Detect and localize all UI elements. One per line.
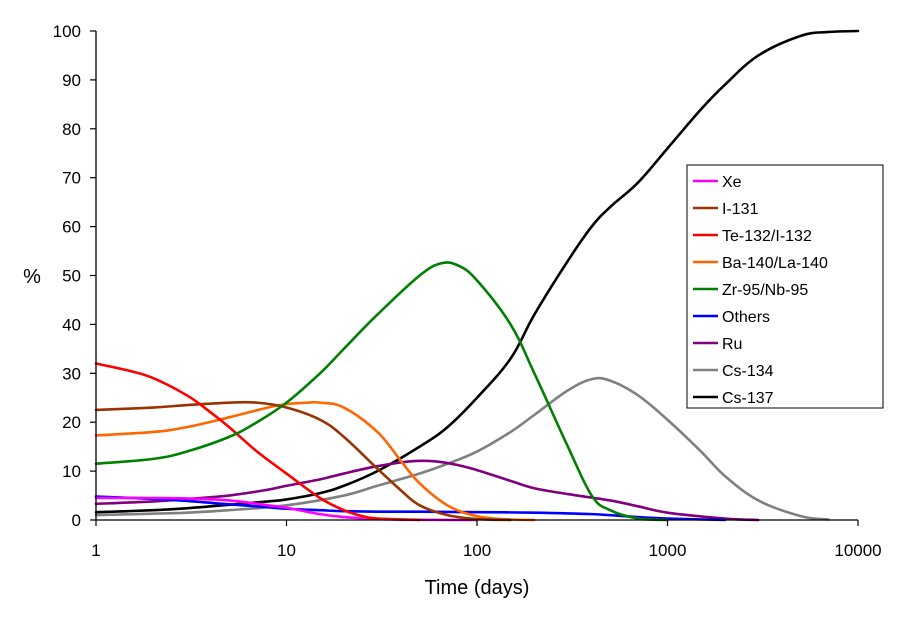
- y-tick-label: 70: [62, 169, 81, 188]
- legend-item-i-131: I-131: [693, 201, 759, 218]
- legend-item-te-132-i-132: Te-132/I-132: [693, 228, 812, 245]
- series-line-zr-95-nb-95: [94, 261, 669, 522]
- legend-item-ba-140-la-140: Ba-140/La-140: [693, 255, 828, 272]
- y-tick-label: 50: [62, 267, 81, 286]
- legend-label: I-131: [722, 201, 759, 218]
- y-tick-label: 10: [62, 462, 81, 481]
- y-tick-label: 0: [72, 511, 81, 530]
- plot-lines: [94, 29, 860, 522]
- y-axis-title: %: [23, 266, 41, 288]
- series-line-ba-140-la-140: [94, 400, 536, 522]
- series-line-cs-137: [94, 29, 860, 514]
- legend: Xe I-131 Te-132/I-132 Ba-140/La-140 Zr-95/Nb…: [686, 164, 884, 409]
- y-tick-label: 20: [62, 413, 81, 432]
- y-tick-label: 100: [53, 22, 81, 41]
- x-tick-label: 1000: [649, 541, 687, 560]
- x-axis-title: Time (days): [425, 577, 530, 599]
- y-tick-label: 90: [62, 71, 81, 90]
- x-tick-label: 100: [463, 541, 491, 560]
- legend-label: Te-132/I-132: [722, 228, 812, 245]
- legend-label: Xe: [722, 174, 742, 191]
- legend-label: Zr-95/Nb-95: [722, 282, 808, 299]
- legend-label: Cs-134: [722, 363, 774, 380]
- series-line-i-131: [94, 400, 512, 522]
- legend-item-cs-134: Cs-134: [693, 363, 774, 380]
- y-ticks: 0 10 20 30 40 50 60 70 80 90 100: [53, 22, 96, 530]
- series-line-cs-134: [94, 376, 830, 521]
- legend-box: [686, 164, 884, 409]
- legend-item-xe: Xe: [693, 174, 742, 191]
- y-tick-label: 80: [62, 120, 81, 139]
- series-line-te-132-i-132: [94, 362, 421, 522]
- y-tick-label: 30: [62, 364, 81, 383]
- legend-label: Ru: [722, 336, 742, 353]
- x-tick-label: 1: [91, 541, 100, 560]
- legend-item-ru: Ru: [693, 336, 742, 353]
- legend-label: Cs-137: [722, 390, 774, 407]
- legend-item-zr-95-nb-95: Zr-95/Nb-95: [693, 282, 808, 299]
- y-tick-label: 60: [62, 218, 81, 237]
- x-ticks: 1 10 100 1000 10000: [91, 520, 882, 560]
- series-line-others: [94, 495, 727, 522]
- y-tick-label: 40: [62, 315, 81, 334]
- legend-item-cs-137: Cs-137: [693, 390, 774, 407]
- legend-item-others: Others: [693, 309, 770, 326]
- legend-label: Others: [722, 309, 770, 326]
- x-tick-label: 10: [277, 541, 296, 560]
- x-tick-label: 10000: [834, 541, 881, 560]
- series-line-ru: [94, 459, 760, 522]
- legend-label: Ba-140/La-140: [722, 255, 828, 272]
